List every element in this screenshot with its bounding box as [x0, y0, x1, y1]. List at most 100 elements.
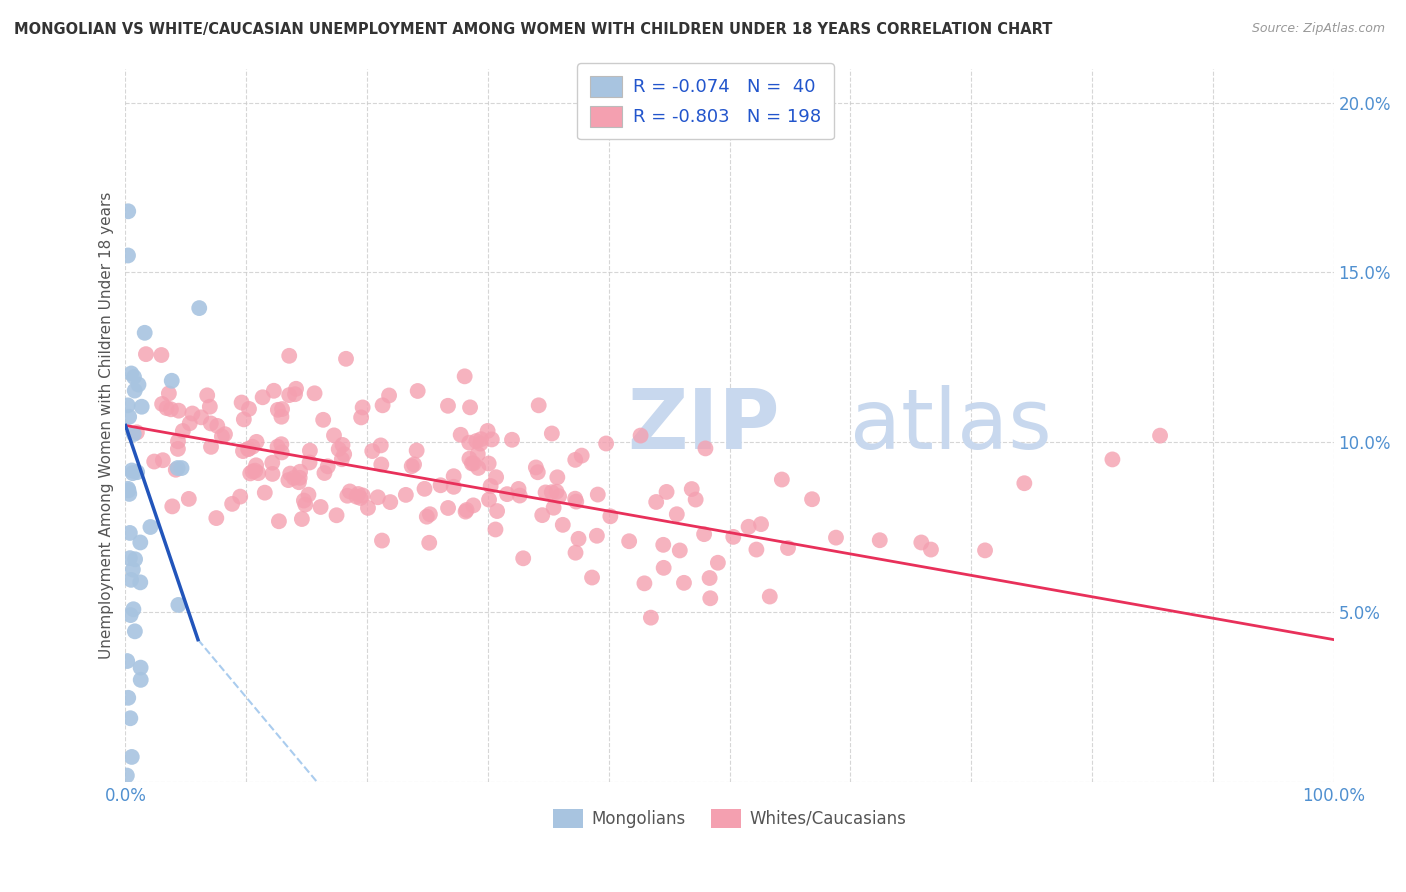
Point	[1014, 476, 1036, 491]
Point	[551, 517, 574, 532]
Point	[699, 571, 721, 585]
Point	[429, 478, 451, 492]
Point	[278, 388, 301, 402]
Point	[270, 409, 292, 424]
Point	[486, 504, 509, 518]
Point	[328, 442, 350, 457]
Point	[292, 493, 315, 508]
Point	[378, 388, 401, 402]
Point	[645, 495, 668, 509]
Point	[974, 543, 997, 558]
Point	[127, 465, 149, 479]
Point	[672, 575, 695, 590]
Point	[118, 409, 141, 424]
Point	[239, 467, 262, 481]
Point	[350, 410, 373, 425]
Point	[470, 432, 492, 446]
Point	[527, 398, 550, 412]
Point	[278, 467, 301, 481]
Point	[339, 484, 361, 499]
Point	[333, 447, 356, 461]
Point	[131, 400, 153, 414]
Point	[117, 204, 139, 219]
Point	[135, 347, 157, 361]
Point	[125, 425, 148, 440]
Point	[238, 442, 260, 456]
Point	[231, 395, 253, 409]
Point	[357, 500, 380, 515]
Point	[477, 424, 499, 438]
Point	[540, 485, 562, 500]
Point	[758, 590, 780, 604]
Point	[179, 416, 201, 430]
Point	[252, 390, 274, 404]
Point	[1149, 428, 1171, 442]
Point	[546, 470, 568, 484]
Point	[122, 370, 145, 384]
Point	[170, 461, 193, 475]
Point	[117, 248, 139, 262]
Point	[188, 301, 211, 315]
Point	[198, 400, 221, 414]
Point	[485, 470, 508, 484]
Point	[124, 624, 146, 639]
Point	[263, 384, 285, 398]
Point	[458, 435, 481, 450]
Point	[325, 508, 347, 523]
Point	[309, 500, 332, 514]
Point	[118, 487, 141, 501]
Point	[665, 507, 688, 521]
Text: ZIP: ZIP	[627, 385, 779, 466]
Point	[160, 374, 183, 388]
Point	[458, 451, 481, 466]
Point	[304, 386, 326, 401]
Point	[586, 529, 609, 543]
Point	[245, 434, 267, 449]
Point	[242, 465, 264, 479]
Point	[456, 503, 478, 517]
Point	[127, 377, 149, 392]
Point	[463, 499, 485, 513]
Point	[150, 348, 173, 362]
Point	[402, 458, 425, 472]
Point	[371, 533, 394, 548]
Point	[418, 535, 440, 549]
Point	[685, 492, 707, 507]
Point	[124, 552, 146, 566]
Point	[229, 490, 252, 504]
Point	[267, 402, 290, 417]
Point	[117, 398, 139, 412]
Point	[745, 542, 768, 557]
Point	[336, 489, 359, 503]
Point	[172, 424, 194, 438]
Point	[122, 602, 145, 616]
Point	[564, 453, 586, 467]
Point	[115, 768, 138, 782]
Point	[312, 413, 335, 427]
Point	[285, 382, 308, 396]
Point	[195, 388, 218, 402]
Point	[567, 532, 589, 546]
Point	[652, 561, 675, 575]
Point	[630, 428, 652, 442]
Point	[531, 508, 554, 523]
Point	[232, 412, 254, 426]
Point	[288, 471, 311, 485]
Point	[118, 551, 141, 566]
Point	[152, 453, 174, 467]
Point	[129, 673, 152, 687]
Point	[277, 473, 299, 487]
Point	[405, 443, 427, 458]
Point	[443, 469, 465, 483]
Point	[564, 546, 586, 560]
Point	[283, 471, 305, 485]
Point	[332, 438, 354, 452]
Point	[467, 461, 489, 475]
Point	[162, 500, 184, 514]
Point	[349, 491, 371, 505]
Point	[270, 437, 292, 451]
Point	[413, 482, 436, 496]
Point	[437, 399, 460, 413]
Point	[294, 498, 316, 512]
Point	[157, 386, 180, 401]
